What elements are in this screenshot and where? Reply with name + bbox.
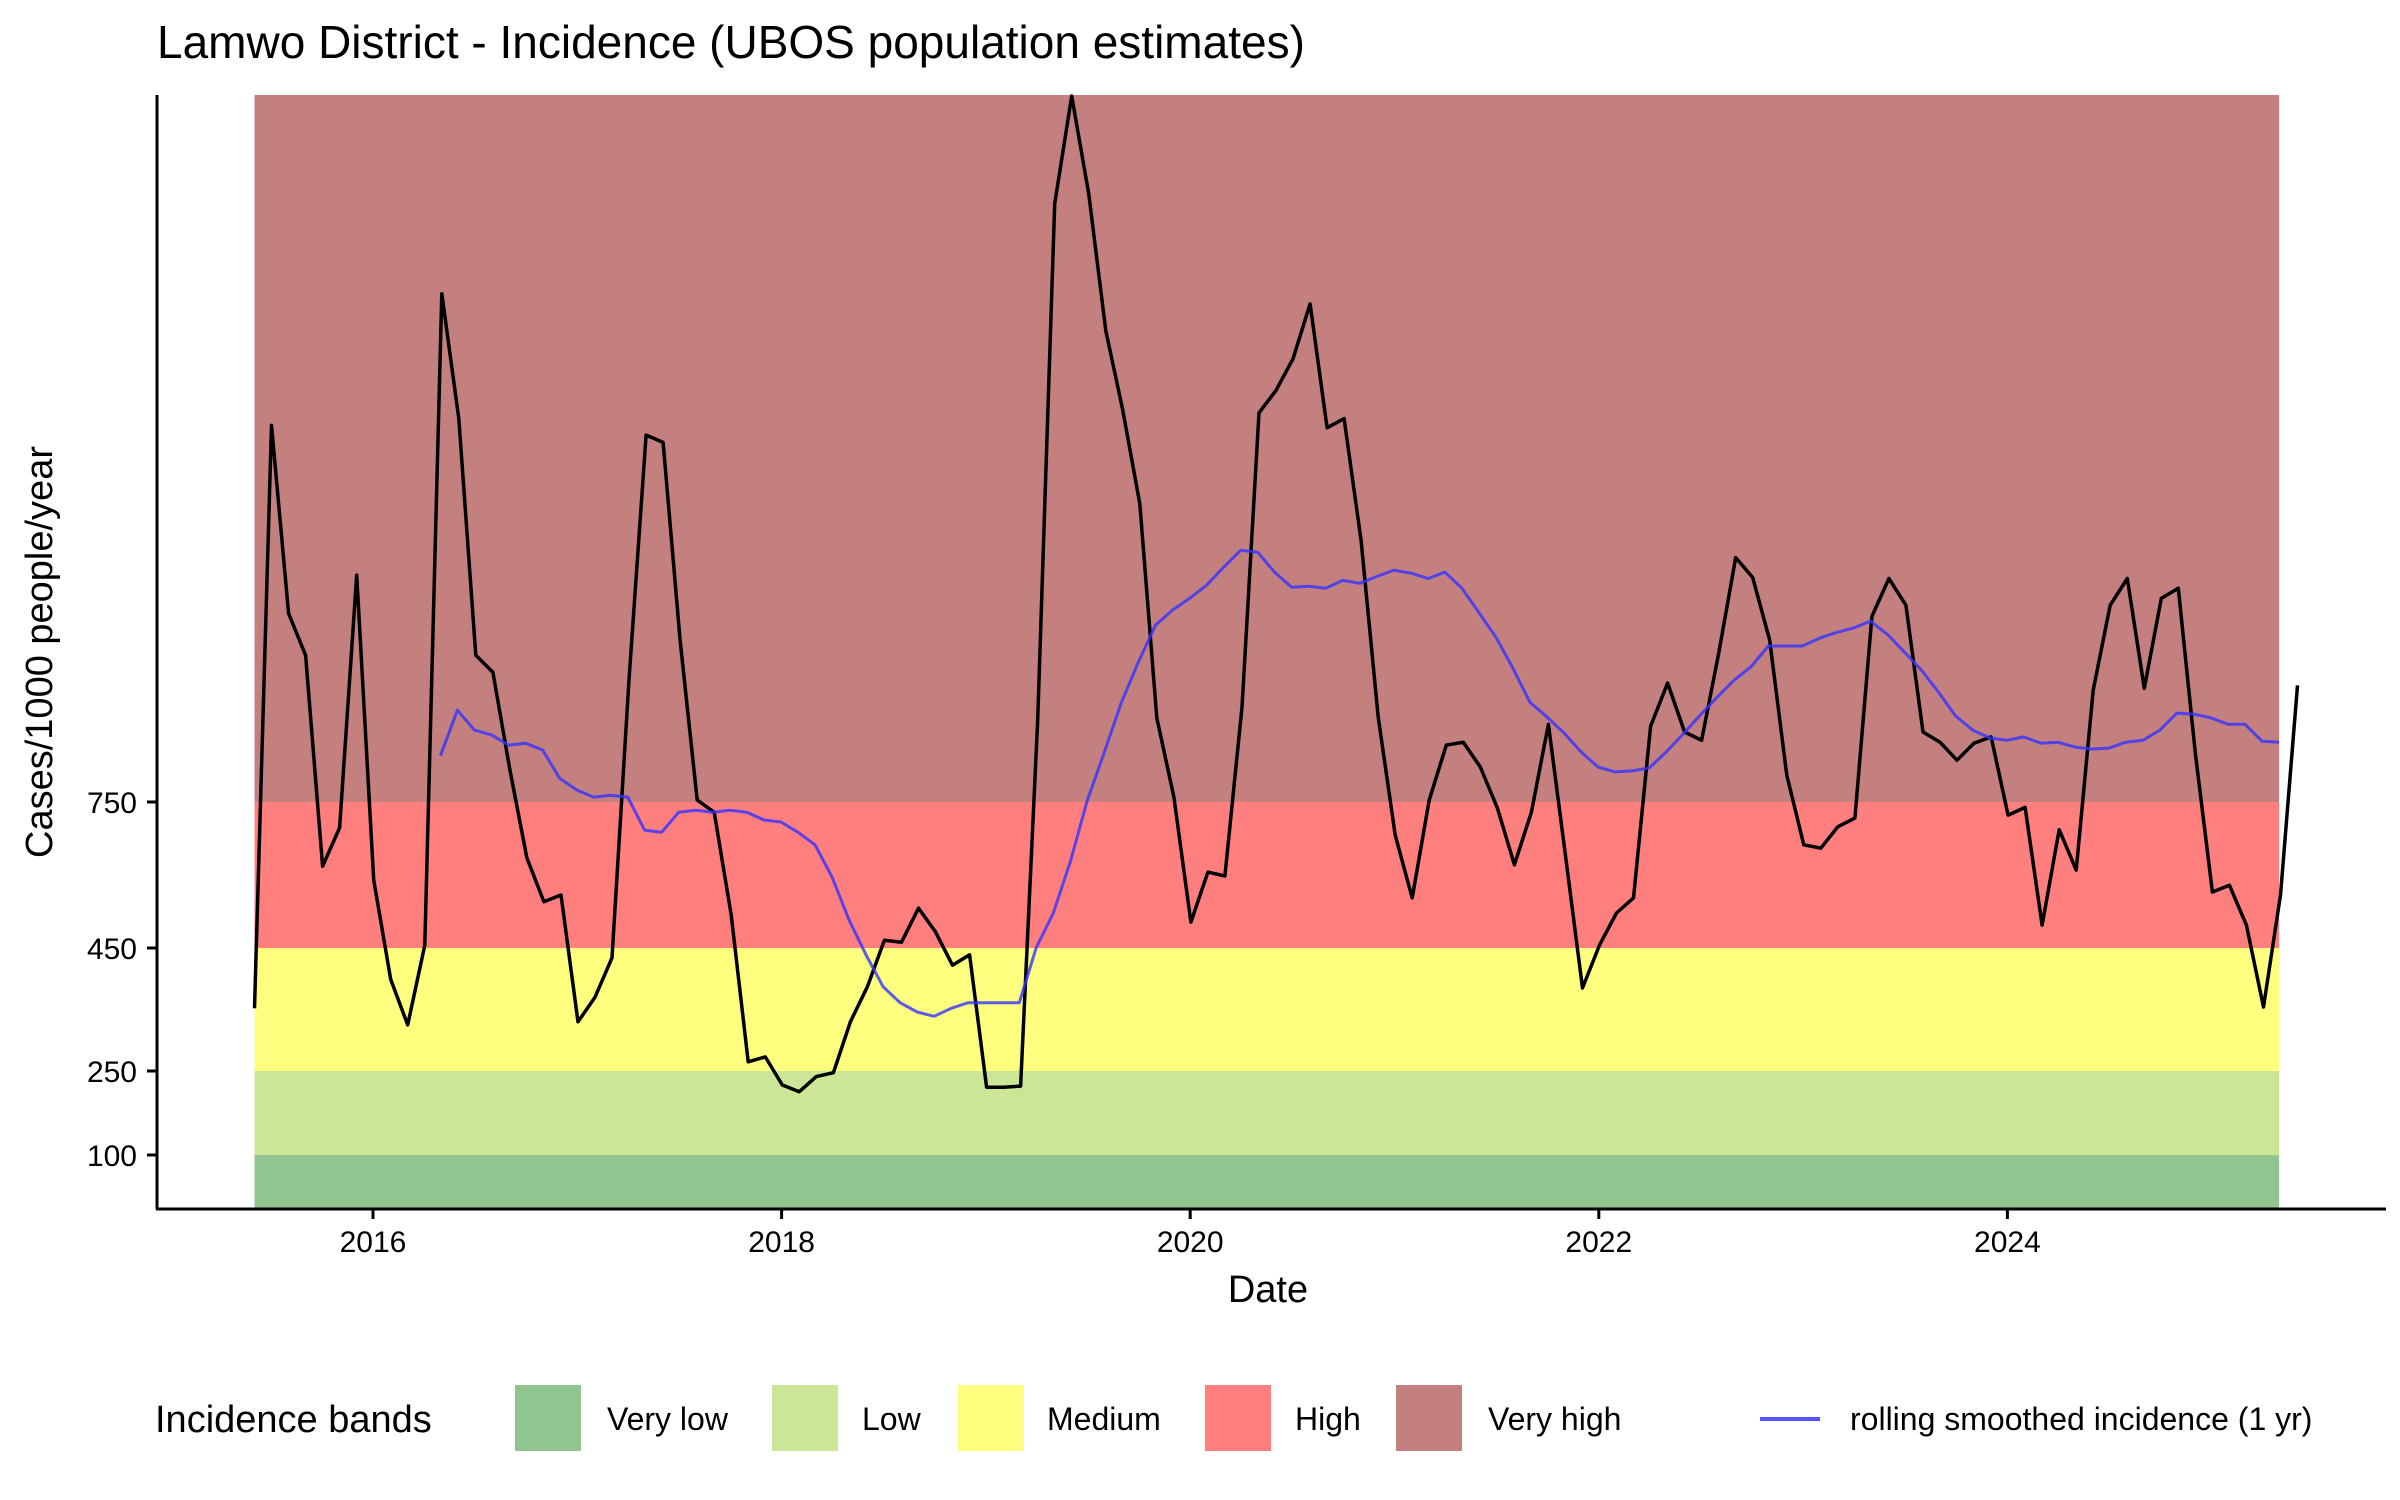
band-low bbox=[254, 1071, 2280, 1155]
legend-key-very-high bbox=[1396, 1385, 1462, 1451]
x-tick-label: 2018 bbox=[748, 1226, 815, 1259]
legend-title: Incidence bands bbox=[155, 1399, 432, 1441]
y-ticks: 100 250 450 750 bbox=[87, 787, 157, 1173]
legend-key-very-low bbox=[515, 1385, 581, 1451]
legend-key-high bbox=[1205, 1385, 1271, 1451]
chart-title: Lamwo District - Incidence (UBOS populat… bbox=[157, 16, 1305, 68]
band-very-low bbox=[254, 1155, 2280, 1209]
x-tick-label: 2024 bbox=[1974, 1226, 2041, 1259]
legend-label-high: High bbox=[1295, 1401, 1361, 1437]
legend: Incidence bands Very low Low Medium High Ver… bbox=[155, 1385, 2312, 1451]
incidence-bands bbox=[254, 95, 2280, 1209]
x-ticks: 2016 2018 2020 2022 2024 bbox=[340, 1209, 2041, 1259]
incidence-line bbox=[252, 94, 2300, 1094]
y-tick-label: 450 bbox=[87, 933, 137, 966]
y-tick-label: 100 bbox=[87, 1140, 137, 1173]
x-tick-label: 2020 bbox=[1157, 1226, 1224, 1259]
x-tick-label: 2016 bbox=[340, 1226, 407, 1259]
legend-key-medium bbox=[958, 1385, 1024, 1451]
legend-label-rolling-smoothed-incidence-1-yr: rolling smoothed incidence (1 yr) bbox=[1850, 1401, 2312, 1437]
y-axis-title: Cases/1000 people/year bbox=[19, 446, 61, 858]
legend-label-low: Low bbox=[862, 1401, 922, 1437]
band-medium bbox=[254, 948, 2280, 1071]
x-axis-title: Date bbox=[1228, 1269, 1308, 1311]
y-tick-label: 250 bbox=[87, 1056, 137, 1089]
y-tick-label: 750 bbox=[87, 787, 137, 820]
x-tick-label: 2022 bbox=[1565, 1226, 1632, 1259]
legend-label-very-high: Very high bbox=[1488, 1401, 1621, 1437]
band-high bbox=[254, 802, 2280, 948]
band-very-high bbox=[254, 95, 2280, 802]
rolling-smoothed-line bbox=[438, 548, 2280, 1018]
series-group bbox=[252, 94, 2300, 1094]
legend-key-low bbox=[772, 1385, 838, 1451]
legend-label-medium: Medium bbox=[1047, 1401, 1161, 1437]
legend-label-very-low: Very low bbox=[607, 1401, 729, 1437]
